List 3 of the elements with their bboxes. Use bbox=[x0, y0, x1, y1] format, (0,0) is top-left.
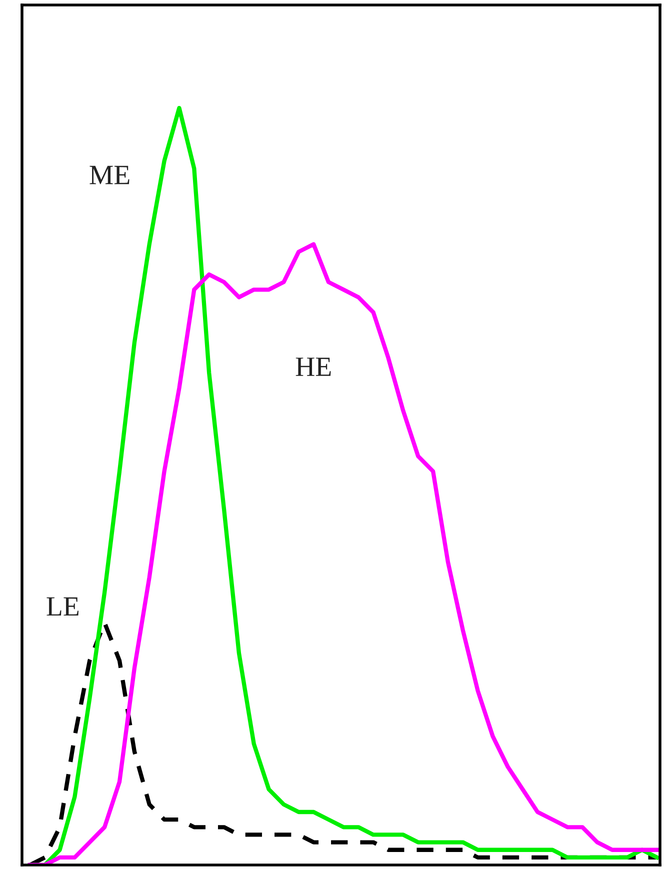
series-label: LE bbox=[46, 597, 78, 616]
series-label: ME bbox=[90, 166, 130, 184]
series-label: HE bbox=[296, 358, 331, 376]
